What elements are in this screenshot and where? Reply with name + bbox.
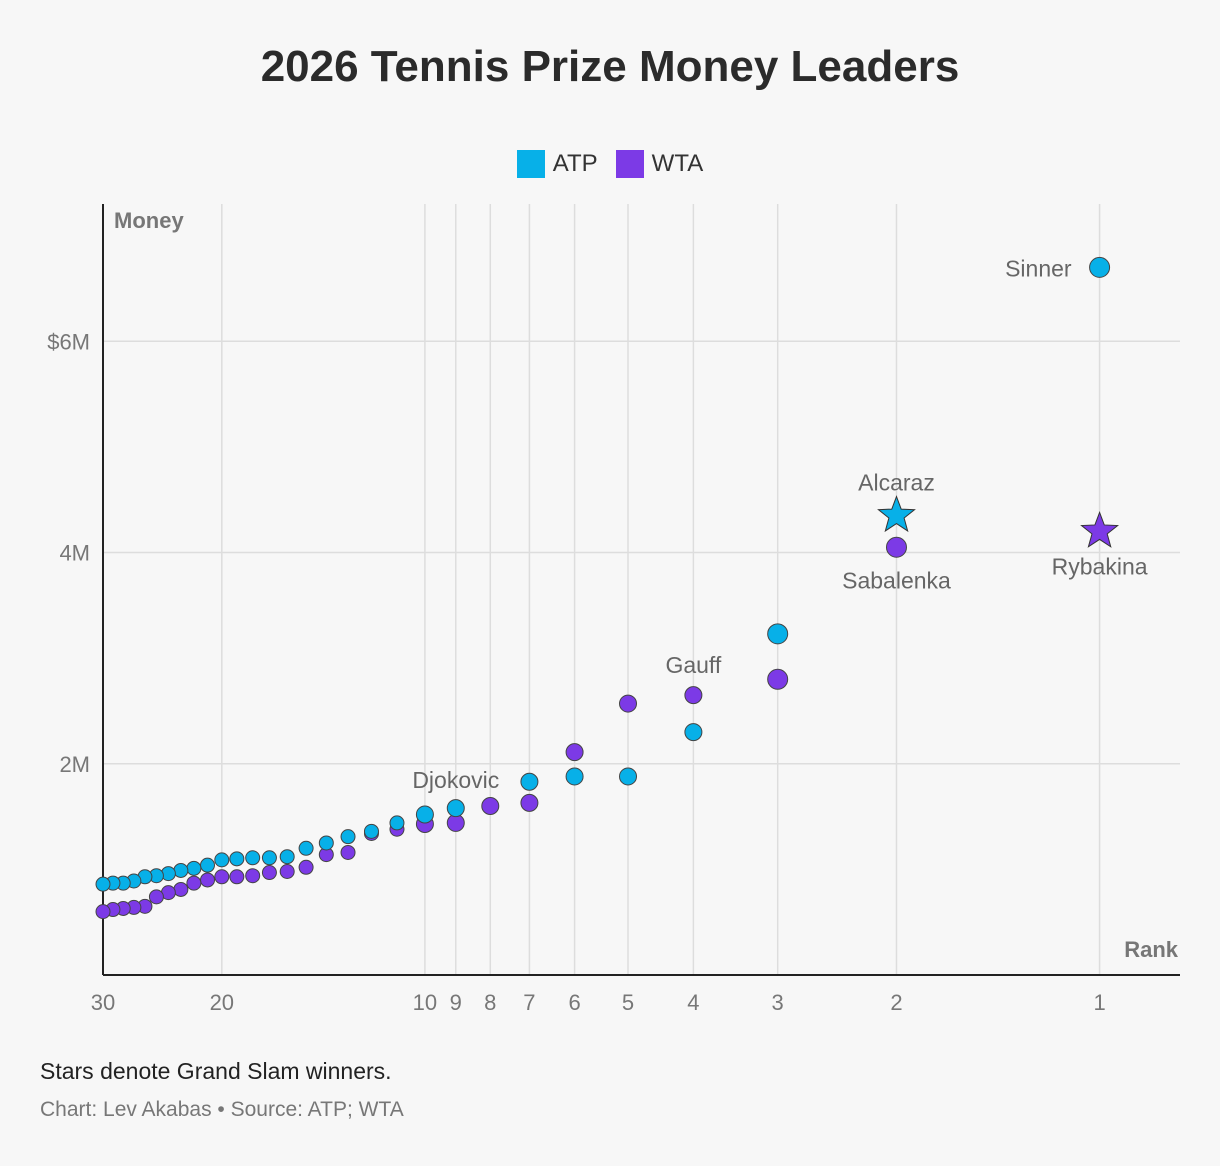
wta-point	[214, 869, 230, 885]
atp-point	[1089, 256, 1111, 278]
footnote: Stars denote Grand Slam winners.	[40, 1058, 392, 1084]
atp-point	[261, 850, 277, 866]
atp-point	[767, 623, 789, 645]
x-tick-label: 1	[1093, 990, 1105, 1015]
atp-point	[95, 876, 111, 892]
wta-point	[245, 868, 261, 884]
y-tick-label: 4M	[59, 541, 90, 566]
chart-title: 2026 Tennis Prize Money Leaders	[260, 42, 960, 91]
wta-point	[619, 694, 638, 713]
atp-point	[186, 860, 202, 876]
legend-item-wta: WTA	[615, 150, 704, 178]
atp-point	[520, 772, 539, 791]
atp-star-point	[877, 495, 916, 533]
atp-point	[363, 823, 379, 839]
atp-point	[214, 852, 230, 868]
atp-point	[229, 851, 245, 867]
wta-point	[565, 743, 584, 762]
atp-point	[279, 849, 295, 865]
wta-star-point	[1080, 510, 1120, 548]
tick-labels: 30 20 10 9 8 7 6 5 4 3 2 1 2M 4M $6M	[47, 329, 1106, 1015]
legend-label-wta: WTA	[651, 150, 704, 177]
wta-point	[340, 844, 356, 860]
atp-point	[340, 829, 356, 845]
wta-point	[261, 865, 277, 881]
atp-point	[318, 835, 334, 851]
wta-point	[95, 904, 111, 920]
x-tick-label: 5	[622, 990, 634, 1015]
x-tick-label: 7	[523, 990, 535, 1015]
atp-point	[389, 815, 405, 831]
wta-point	[767, 668, 789, 690]
point-label: Sabalenka	[842, 567, 951, 593]
atp-point	[684, 723, 703, 742]
x-tick-label: 9	[450, 990, 462, 1015]
atp-point	[173, 862, 189, 878]
point-label: Djokovic	[412, 767, 499, 793]
x-tick-label: 2	[890, 990, 902, 1015]
atp-point	[565, 767, 584, 786]
x-tick-label: 30	[91, 990, 115, 1015]
x-tick-label: 6	[568, 990, 580, 1015]
wta-point	[684, 686, 703, 705]
scatter-plot: 30 20 10 9 8 7 6 5 4 3 2 1 2M 4M $6M Rybakina Sabalenka…	[47, 204, 1180, 1015]
point-label: Gauff	[665, 652, 721, 678]
atp-point	[415, 805, 434, 824]
x-tick-label: 8	[484, 990, 496, 1015]
point-label: Rybakina	[1052, 553, 1148, 579]
atp-point	[298, 840, 314, 856]
wta-point	[229, 869, 245, 885]
data-points	[95, 256, 1120, 920]
x-axis-label: Rank	[1124, 937, 1179, 962]
atp-point	[619, 767, 638, 786]
point-label: Alcaraz	[858, 470, 935, 496]
point-label: Sinner	[1005, 255, 1072, 281]
axes	[102, 204, 1180, 976]
credit: Chart: Lev Akabas • Source: ATP; WTA	[40, 1098, 404, 1121]
wta-point	[186, 875, 202, 891]
x-tick-label: 4	[687, 990, 699, 1015]
grid-lines	[103, 204, 1180, 975]
legend-item-atp: ATP	[516, 150, 598, 178]
y-axis-label: Money	[114, 208, 184, 233]
x-tick-label: 10	[413, 990, 437, 1015]
wta-point	[481, 797, 500, 816]
y-tick-label: 2M	[59, 752, 90, 777]
wta-point	[520, 793, 539, 812]
legend-label-atp: ATP	[552, 150, 598, 177]
legend-swatch-atp	[516, 150, 545, 178]
wta-point	[298, 859, 314, 875]
legend-swatch-wta	[615, 150, 644, 178]
y-tick-label: $6M	[47, 329, 90, 354]
legend: ATP WTA	[0, 150, 1220, 178]
wta-point	[279, 863, 295, 879]
x-tick-label: 3	[772, 990, 784, 1015]
wta-point	[148, 889, 164, 905]
atp-point	[200, 857, 216, 873]
point-labels: Rybakina Sabalenka Gauff Sinner Alcaraz Djoko…	[412, 255, 1147, 793]
wta-point	[173, 881, 189, 897]
wta-point	[885, 536, 907, 558]
x-tick-label: 20	[210, 990, 234, 1015]
atp-point	[446, 799, 465, 818]
wta-point	[200, 872, 216, 888]
atp-point	[245, 850, 261, 866]
